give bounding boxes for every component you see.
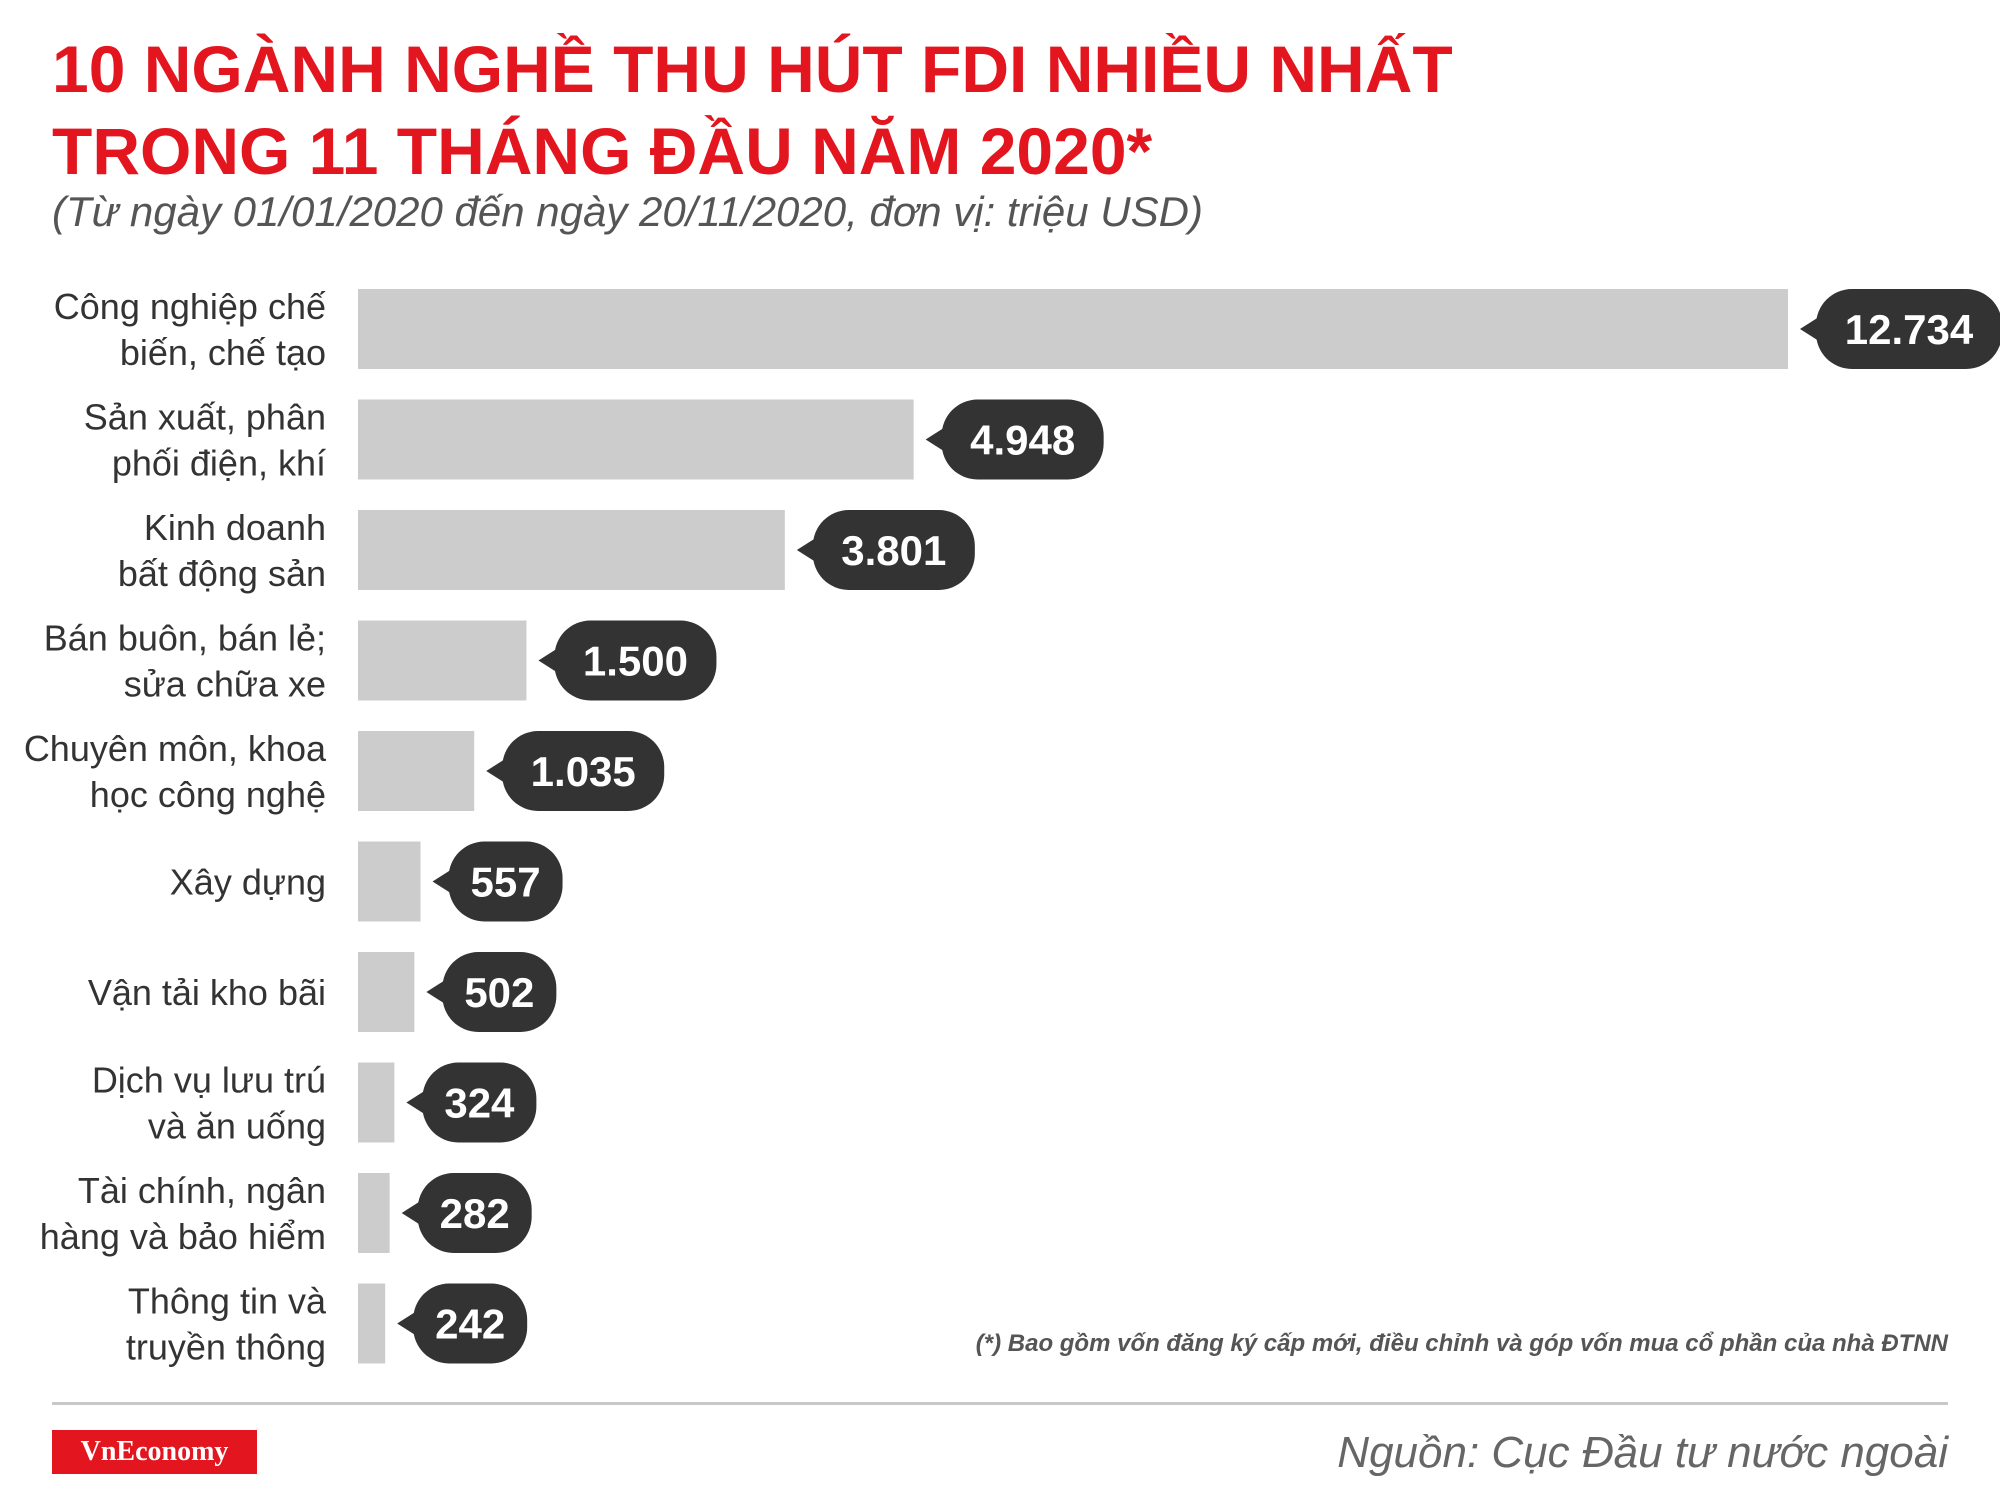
category-label-2-1: bất động sản [118, 553, 326, 594]
category-label-2-0: Kinh doanh [144, 507, 326, 548]
category-label-5-0: Xây dựng [170, 862, 326, 903]
category-label-6-0: Vận tải kho bãi [88, 972, 326, 1013]
bar-3 [358, 620, 527, 701]
bar-chart: Công nghiệp chế biến, chế tạo 12.734 Sản xu… [24, 286, 2000, 1368]
category-label-3-0: Bán buôn, bán lẻ; [44, 618, 326, 659]
bar-1 [358, 399, 914, 480]
value-label-3: 1.500 [583, 638, 688, 685]
value-badge-0 [1800, 289, 2000, 369]
category-label-7-1: và ăn uống [148, 1106, 326, 1147]
value-badge-5 [432, 841, 563, 922]
category-label-1-0: Sản xuất, phân [84, 397, 326, 438]
value-badge-6 [426, 952, 557, 1032]
bar-6 [358, 952, 415, 1032]
value-label-7: 324 [444, 1080, 515, 1127]
bar-2 [358, 510, 785, 590]
chart-title: 10 NGÀNH NGHỀ THU HÚT FDI NHIỀU NHẤT TRO… [52, 28, 1453, 192]
bar-8 [358, 1173, 390, 1253]
category-label-8-0: Tài chính, ngân [78, 1170, 326, 1211]
value-label-0: 12.734 [1845, 306, 1974, 353]
footer-divider [52, 1402, 1948, 1405]
value-label-9: 242 [435, 1301, 505, 1348]
bar-9 [358, 1283, 386, 1364]
category-label-9-1: truyền thông [126, 1327, 326, 1368]
value-badge-8 [401, 1173, 532, 1253]
category-label-4-0: Chuyên môn, khoa [24, 728, 327, 769]
value-label-5: 557 [471, 859, 541, 906]
value-label-2: 3.801 [841, 527, 946, 574]
value-label-4: 1.035 [531, 748, 636, 795]
value-badge-4 [486, 731, 665, 811]
category-label-7-0: Dịch vụ lưu trú [92, 1060, 326, 1101]
category-label-8-1: hàng và bảo hiểm [40, 1216, 326, 1257]
value-badge-2 [796, 510, 975, 590]
value-badge-1 [925, 399, 1104, 480]
chart-title-line-1: 10 NGÀNH NGHỀ THU HÚT FDI NHIỀU NHẤT [52, 32, 1453, 106]
chart-subtitle: (Từ ngày 01/01/2020 đến ngày 20/11/2020,… [52, 188, 1203, 235]
footnote: (*) Bao gồm vốn đăng ký cấp mới, điều ch… [975, 1330, 1948, 1357]
category-label-1-1: phối điện, khí [112, 443, 326, 484]
value-badge-3 [538, 620, 717, 701]
category-label-0-1: biến, chế tạo [120, 332, 326, 373]
value-badge-7 [406, 1062, 537, 1143]
category-label-9-0: Thông tin và [128, 1281, 327, 1322]
value-badge-9 [397, 1283, 528, 1364]
bar-0 [358, 289, 1788, 369]
chart-title-line-2: TRONG 11 THÁNG ĐẦU NĂM 2020* [52, 114, 1153, 188]
source-note: Nguồn: Cục Đầu tư nước ngoài [1337, 1428, 1948, 1477]
bar-5 [358, 841, 421, 922]
category-label-3-1: sửa chữa xe [124, 664, 326, 705]
value-label-6: 502 [464, 969, 534, 1016]
vneconomy-logo: VnEconomy [52, 1430, 257, 1474]
value-label-1: 4.948 [970, 417, 1075, 464]
category-label-0-0: Công nghiệp chế [54, 286, 326, 327]
bar-4 [358, 731, 475, 811]
bar-7 [358, 1062, 395, 1143]
value-label-8: 282 [440, 1190, 510, 1237]
category-label-4-1: học công nghệ [90, 774, 326, 815]
